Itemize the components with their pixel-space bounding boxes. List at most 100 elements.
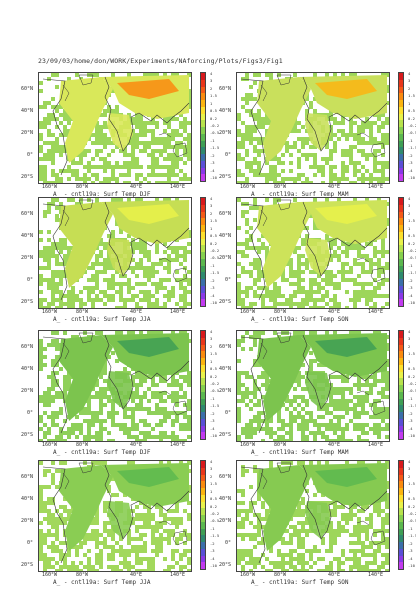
colorbar-tick-label: 0.5: [210, 366, 217, 372]
colorbar-segment: [399, 337, 403, 345]
colorbar-segment: [399, 299, 403, 306]
colorbar-tick-label: 1: [408, 225, 411, 231]
colorbar-segment: [399, 461, 403, 468]
map-panel: 60°N 40°N 20°N 0° 20°S 160°W 80°W 40°E 140°E A_ -…: [219, 448, 416, 588]
latitude-label: 60°N: [218, 344, 231, 350]
colorbar-tick-label: 4: [210, 71, 213, 76]
colorbar-segment: [399, 79, 403, 87]
colorbar-segment: [399, 535, 403, 542]
latitude-label: 20°S: [20, 299, 33, 305]
colorbar: [200, 197, 206, 307]
longitude-label: 40°E: [130, 309, 143, 315]
colorbar-tick-label: -2: [408, 277, 413, 283]
latitude-label: 0°: [26, 152, 33, 158]
longitude-label: 80°W: [274, 572, 287, 578]
colorbar-tick-label: -10: [210, 175, 217, 180]
colorbar-tick-label: -0.2: [210, 511, 220, 516]
longitude-label: 140°E: [170, 572, 186, 578]
latitude-label: 20°S: [20, 562, 33, 568]
colorbar-segment: [201, 337, 205, 345]
colorbar-tick-label: 1.5: [408, 93, 415, 99]
colorbar-segment: [201, 204, 205, 212]
colorbar-segment: [201, 542, 205, 549]
map-panel: 60°N 40°N 20°N 0° 20°S 160°W 80°W 40°E 140°E A_ -…: [21, 60, 219, 200]
latitude-label: 0°: [26, 540, 33, 546]
colorbar-segment: [201, 474, 205, 482]
colorbar-segment: [201, 344, 205, 352]
colorbar-segment: [201, 461, 205, 468]
colorbar-segment: [201, 535, 205, 542]
colorbar-segment: [201, 174, 205, 181]
colorbar-segment: [399, 528, 403, 536]
colorbar-tick-label: -0.5: [210, 518, 220, 524]
longitude-label: 140°E: [368, 184, 384, 190]
colorbar-tick-label: 1: [408, 100, 411, 106]
latitude-label: 20°N: [218, 255, 231, 261]
colorbar-segment: [399, 160, 403, 168]
colorbar-tick-label: -0.5: [210, 388, 220, 394]
colorbar-segment: [201, 147, 205, 154]
colorbar-tick-label: -4: [408, 425, 413, 431]
colorbar-segment: [201, 167, 205, 175]
colorbar-tick-label: 1.5: [408, 218, 415, 224]
longitude-label: 80°W: [76, 184, 89, 190]
colorbar-tick-label: -0.5: [408, 388, 416, 394]
colorbar-segment: [399, 198, 403, 205]
colorbar-segment: [399, 481, 403, 488]
panel-title: A_ - cntl19a: Surf Temp SON: [251, 579, 349, 586]
colorbar-tick-label: 1: [210, 100, 213, 106]
colorbar-tick-label: 2: [210, 85, 213, 91]
colorbar-segment: [399, 218, 403, 225]
colorbar-segment: [201, 494, 205, 502]
latitude-label: 20°N: [20, 130, 33, 136]
colorbar-segment: [399, 147, 403, 154]
colorbar-tick-label: 0.5: [210, 496, 217, 502]
colorbar-segment: [201, 358, 205, 365]
latitude-label: 20°N: [218, 130, 231, 136]
colorbar-segment: [201, 425, 205, 433]
colorbar-segment: [201, 299, 205, 306]
colorbar-tick-label: -4: [408, 292, 413, 298]
latitude-label: 20°N: [20, 388, 33, 394]
map-panel: 60°N 40°N 20°N 0° 20°S 160°W 80°W 40°E 140°E A_ -…: [21, 185, 219, 325]
colorbar-segment: [201, 154, 205, 161]
colorbar-segment: [201, 218, 205, 225]
panel-title: A_ - cntl19a: Surf Temp DJF: [53, 191, 151, 198]
colorbar-tick-label: 2: [210, 473, 213, 479]
colorbar-segment: [201, 79, 205, 87]
colorbar-tick-label: 1.5: [210, 218, 217, 224]
colorbar-tick-label: 3: [408, 466, 411, 472]
longitude-label: 80°W: [274, 442, 287, 448]
colorbar-segment: [201, 140, 205, 148]
colorbar-tick-label: 3: [408, 78, 411, 84]
colorbar-segment: [201, 562, 205, 569]
colorbar-segment: [399, 331, 403, 338]
colorbar-tick-label: 0.2: [210, 115, 217, 121]
colorbar-segment: [201, 225, 205, 232]
colorbar-segment: [201, 113, 205, 121]
colorbar-tick-label: 3: [210, 466, 213, 472]
colorbar-segment: [399, 127, 403, 134]
longitude-label: 160°W: [42, 309, 58, 315]
colorbar-tick-label: -3: [408, 285, 413, 291]
colorbar-tick-label: -2: [210, 277, 215, 283]
colorbar-tick-label: -3: [408, 160, 413, 166]
colorbar-tick-label: -10: [408, 563, 415, 568]
colorbar-tick-label: 0.5: [210, 108, 217, 114]
colorbar-segment: [201, 133, 205, 141]
colorbar-segment: [399, 515, 403, 522]
colorbar-segment: [201, 398, 205, 406]
map-frame: [236, 460, 390, 572]
colorbar-tick-label: 1: [210, 225, 213, 231]
colorbar-tick-label: 3: [210, 78, 213, 84]
colorbar-tick-label: 0.5: [408, 366, 415, 372]
colorbar-segment: [201, 106, 205, 114]
latitude-label: 40°N: [20, 108, 33, 114]
map-panel: 60°N 40°N 20°N 0° 20°S 160°W 80°W 40°E 140°E A_ -…: [219, 60, 416, 200]
longitude-label: 80°W: [76, 442, 89, 448]
latitude-label: 60°N: [20, 211, 33, 217]
colorbar-tick-label: -4: [408, 167, 413, 173]
colorbar-segment: [201, 521, 205, 529]
colorbar-tick-label: 2: [408, 343, 411, 349]
colorbar-segment: [201, 285, 205, 293]
